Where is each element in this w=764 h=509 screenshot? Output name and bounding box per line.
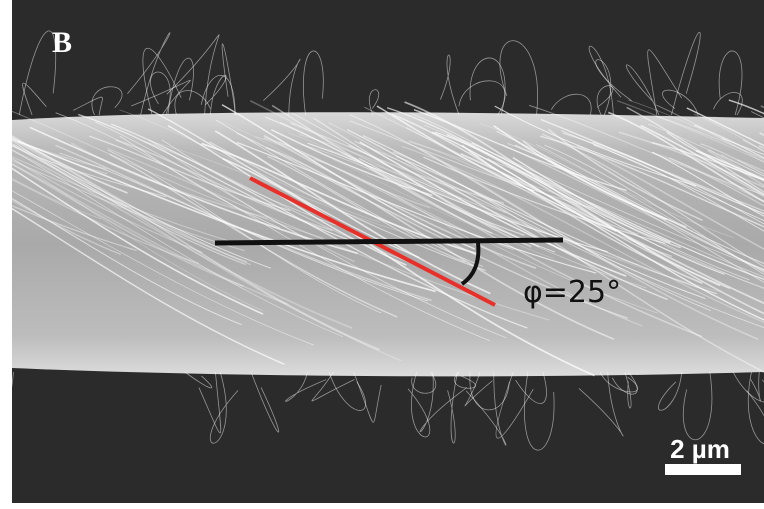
strand <box>1 372 14 415</box>
page: φ=25° B 2 µm (() => { const data = JSON.… <box>0 0 764 509</box>
scale-bar-label: 2 µm <box>670 434 730 464</box>
axis-line <box>215 240 563 243</box>
scale-bar <box>665 464 741 475</box>
panel-label: B <box>52 26 72 59</box>
sem-image: φ=25° B 2 µm <box>0 0 764 509</box>
angle-label: φ=25° <box>523 275 621 310</box>
